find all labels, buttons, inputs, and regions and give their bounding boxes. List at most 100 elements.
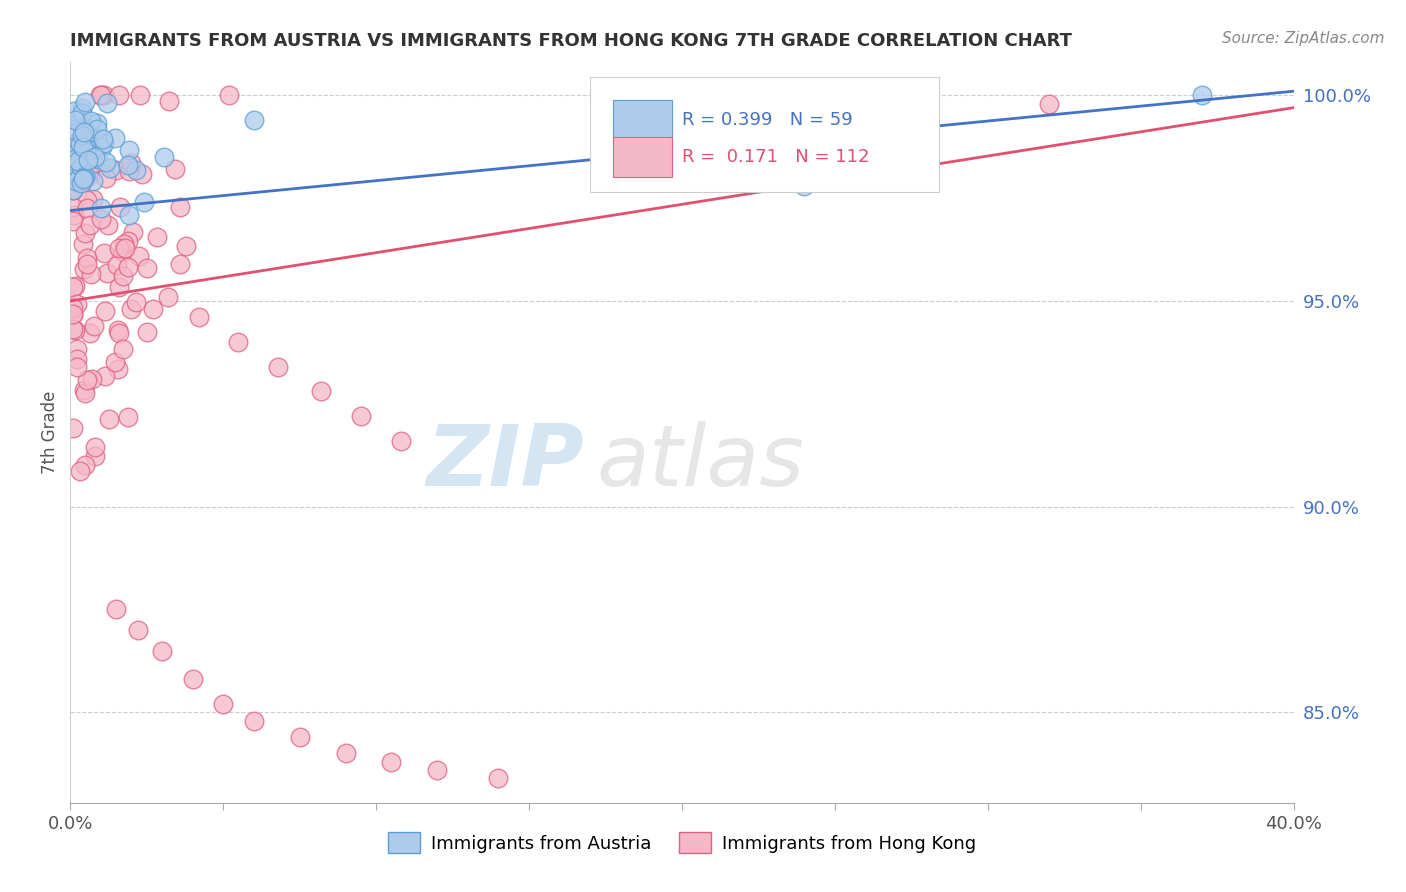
Point xyxy=(108,240,131,254)
Point xyxy=(62,183,84,197)
Point xyxy=(107,362,129,376)
Point xyxy=(118,143,141,157)
Point xyxy=(108,201,131,215)
Point xyxy=(107,88,129,103)
Point xyxy=(120,156,142,170)
Point xyxy=(132,195,155,210)
Point xyxy=(63,323,86,337)
Point xyxy=(73,383,96,397)
Point xyxy=(72,237,94,252)
Point xyxy=(79,326,101,341)
Point xyxy=(66,114,89,128)
Point xyxy=(96,266,118,280)
Point xyxy=(80,267,103,281)
FancyBboxPatch shape xyxy=(613,101,672,140)
Point xyxy=(77,138,100,153)
Point xyxy=(84,150,107,164)
Point xyxy=(73,120,96,134)
Point xyxy=(70,101,93,115)
Point xyxy=(62,148,84,162)
Point xyxy=(135,261,157,276)
Point xyxy=(142,301,165,316)
Point xyxy=(73,170,96,185)
Point xyxy=(79,218,101,232)
Point xyxy=(93,132,115,146)
Point xyxy=(108,326,131,341)
Point xyxy=(72,174,94,188)
Point xyxy=(76,373,98,387)
Y-axis label: 7th Grade: 7th Grade xyxy=(41,391,59,475)
Point xyxy=(157,290,180,304)
Point xyxy=(75,169,97,183)
Point xyxy=(70,176,93,190)
Point xyxy=(118,163,141,178)
Point xyxy=(67,154,90,169)
Point xyxy=(118,208,141,222)
Point xyxy=(70,160,93,174)
Point xyxy=(104,130,127,145)
Point xyxy=(122,225,145,239)
Point xyxy=(66,360,89,375)
Point xyxy=(309,384,332,399)
Point xyxy=(127,623,149,637)
Point xyxy=(62,200,84,214)
Point xyxy=(75,458,97,472)
Point xyxy=(350,409,373,424)
FancyBboxPatch shape xyxy=(591,78,939,192)
Point xyxy=(66,296,89,310)
Point xyxy=(65,151,87,165)
Point xyxy=(90,211,112,226)
Point xyxy=(63,113,86,128)
Point xyxy=(112,268,135,283)
Point xyxy=(82,174,104,188)
Point xyxy=(793,178,815,193)
Point xyxy=(112,237,135,252)
Point xyxy=(129,88,152,103)
Point xyxy=(73,170,96,185)
Point xyxy=(72,171,94,186)
Point xyxy=(169,200,191,214)
Point xyxy=(62,308,84,322)
Point xyxy=(87,152,110,166)
Point xyxy=(159,95,181,109)
Point xyxy=(163,162,186,177)
Point xyxy=(97,218,120,232)
Point xyxy=(67,169,90,184)
Point xyxy=(82,192,104,206)
Point xyxy=(117,158,139,172)
Point xyxy=(83,319,105,334)
Point xyxy=(76,126,98,140)
Point xyxy=(62,148,84,162)
Point xyxy=(187,310,209,325)
Point xyxy=(76,257,98,271)
Point xyxy=(69,464,91,478)
Point xyxy=(120,301,142,316)
Point xyxy=(111,343,134,357)
Point xyxy=(80,114,103,128)
Text: Source: ZipAtlas.com: Source: ZipAtlas.com xyxy=(1222,31,1385,46)
Point xyxy=(146,230,169,244)
Text: R =  0.171   N = 112: R = 0.171 N = 112 xyxy=(682,147,869,166)
Text: atlas: atlas xyxy=(596,421,804,504)
Point xyxy=(90,140,112,154)
Point xyxy=(380,755,402,769)
Point xyxy=(94,304,117,318)
Point xyxy=(125,163,148,178)
Point xyxy=(174,238,197,252)
Point xyxy=(83,440,105,454)
Point xyxy=(77,165,100,179)
FancyBboxPatch shape xyxy=(613,137,672,178)
Point xyxy=(76,201,98,215)
Point xyxy=(105,602,128,616)
Point xyxy=(117,234,139,248)
Point xyxy=(75,386,97,401)
Point xyxy=(66,112,89,126)
Point xyxy=(243,714,266,728)
Point xyxy=(62,208,84,222)
Point xyxy=(77,169,100,183)
Point xyxy=(62,301,84,315)
Point xyxy=(94,155,117,169)
Point xyxy=(104,355,127,369)
Point xyxy=(488,771,510,785)
Point xyxy=(90,88,112,103)
